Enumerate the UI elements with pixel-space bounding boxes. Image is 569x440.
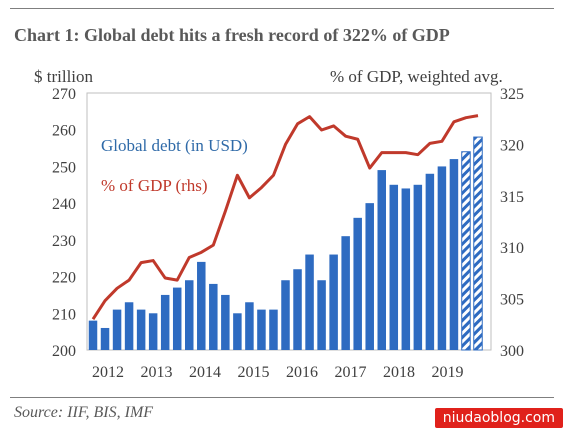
right-tick-label: 300 [500, 343, 524, 360]
debt-bar [124, 302, 134, 350]
x-tick-label: 2016 [286, 364, 318, 381]
chart-title: Chart 1: Global debt hits a fresh record… [14, 25, 450, 45]
debt-bar [269, 309, 278, 350]
debt-bar [341, 236, 350, 350]
debt-bar [449, 159, 459, 350]
legend-line-label: % of GDP (rhs) [101, 176, 208, 195]
debt-bar [160, 294, 170, 350]
source-note: Source: IIF, BIS, IMF [14, 404, 154, 421]
x-tick-label: 2013 [141, 364, 173, 381]
debt-bar [136, 309, 146, 350]
debt-bar [185, 280, 194, 350]
left-tick-label: 230 [52, 233, 76, 250]
line-layer [91, 114, 479, 320]
left-axis-label: $ trillion [34, 67, 94, 86]
right-tick-label: 315 [500, 189, 524, 206]
debt-bar [172, 287, 182, 350]
debt-bar [197, 261, 206, 350]
right-tick-label: 320 [500, 137, 524, 154]
left-tick-label: 210 [52, 306, 76, 323]
debt-bar [365, 203, 374, 350]
debt-bar [221, 294, 230, 350]
x-tick-label: 2014 [189, 364, 221, 381]
gdp-ratio-line [91, 114, 479, 320]
x-tick-label: 2019 [432, 364, 464, 381]
debt-bar [245, 302, 254, 350]
debt-bar [329, 254, 338, 350]
debt-bar [293, 269, 302, 350]
debt-bar [257, 309, 266, 350]
axis-layer: 200 210 220 230 240 250 260 270 300 305 310 315 320 3… [52, 86, 524, 381]
bars-layer [88, 136, 483, 351]
chart: 200 210 220 230 240 250 260 270 300 305 310 315 320 3… [34, 67, 524, 381]
debt-bar [148, 313, 158, 350]
debt-bar [413, 184, 423, 350]
debt-bar [437, 166, 447, 350]
top-rule [10, 8, 554, 9]
debt-bar [305, 254, 314, 350]
debt-bar [112, 309, 122, 350]
left-tick-label: 250 [52, 159, 76, 176]
debt-bar [88, 320, 98, 350]
debt-bar [377, 170, 386, 350]
right-axis-label: % of GDP, weighted avg. [330, 67, 503, 86]
left-tick-label: 270 [52, 86, 76, 103]
debt-bar [425, 173, 435, 350]
debt-bar [233, 313, 242, 350]
debt-bar [461, 151, 471, 351]
x-tick-label: 2012 [92, 364, 124, 381]
debt-bar [473, 136, 483, 351]
x-tick-label: 2018 [383, 364, 415, 381]
debt-bar [401, 188, 411, 350]
debt-bar [353, 217, 362, 350]
left-tick-label: 260 [52, 123, 76, 140]
left-tick-label: 220 [52, 270, 76, 287]
legend-bars-label: Global debt (in USD) [101, 136, 248, 155]
debt-bar [100, 327, 110, 350]
debt-bar [389, 184, 399, 350]
left-tick-label: 240 [52, 196, 76, 213]
left-tick-label: 200 [52, 343, 76, 360]
debt-bar [209, 283, 218, 350]
right-tick-label: 310 [500, 240, 524, 257]
bottom-rule [10, 397, 554, 398]
debt-bar [317, 280, 326, 350]
right-tick-label: 305 [500, 292, 524, 309]
x-tick-label: 2015 [238, 364, 270, 381]
watermark-badge: niudaoblog.com [434, 408, 563, 428]
x-tick-label: 2017 [335, 364, 367, 381]
right-tick-label: 325 [500, 86, 524, 103]
debt-bar [281, 280, 290, 350]
